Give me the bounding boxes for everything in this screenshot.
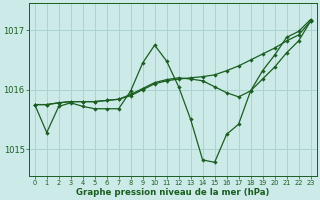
X-axis label: Graphe pression niveau de la mer (hPa): Graphe pression niveau de la mer (hPa)	[76, 188, 269, 197]
